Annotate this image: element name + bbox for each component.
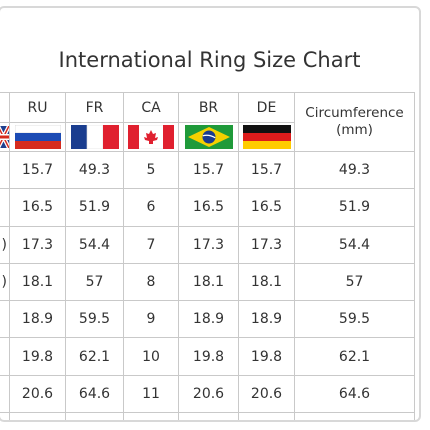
cell-ca: 10 (123, 337, 179, 376)
france-flag-icon (70, 125, 119, 149)
flag-cell-ru (9, 122, 66, 152)
ring-size-table: RU FR CA BR DE Circumference (mm) (0, 92, 415, 420)
cell-circumference: 67.2 (294, 412, 415, 420)
cell-de: 19.8 (238, 337, 295, 376)
cell-circumference: 51.9 (294, 188, 415, 227)
cell-de: 20.6 (238, 374, 295, 414)
column-header-ca: CA (123, 92, 179, 123)
cell-br: 16.5 (178, 188, 239, 227)
flag-cell-uk (0, 122, 10, 152)
cell-br: 17.3 (178, 225, 239, 264)
cell-circumference: 57 (294, 262, 415, 302)
cell-ca: 7 (123, 225, 179, 264)
cell-fr: 64.6 (65, 374, 124, 414)
canada-flag-icon (128, 125, 174, 149)
cell-partial (0, 300, 10, 339)
circumference-unit: (mm) (336, 122, 373, 138)
flag-cell-br (178, 122, 239, 152)
table-row: 21.467.21221.421.467.2 (0, 412, 415, 420)
column-header-circumference: Circumference (mm) (294, 92, 415, 152)
page-title: International Ring Size Chart (58, 48, 361, 72)
cell-de: 18.1 (238, 262, 295, 302)
cell-ru: 17.3 (9, 225, 66, 264)
cell-de: 18.9 (238, 300, 295, 339)
germany-flag-icon (242, 125, 291, 149)
cell-circumference: 64.6 (294, 374, 415, 414)
cell-partial (0, 412, 10, 420)
cell-ru: 16.5 (9, 188, 66, 227)
cell-fr: 57 (65, 262, 124, 302)
cell-partial: ) (0, 262, 10, 302)
flag-cell-fr (65, 122, 124, 152)
cell-ca: 11 (123, 374, 179, 414)
cell-partial (0, 337, 10, 376)
cell-br: 20.6 (178, 374, 239, 414)
circumference-label: Circumference (305, 105, 404, 121)
cell-ca: 8 (123, 262, 179, 302)
cell-br: 19.8 (178, 337, 239, 376)
table-row: 20.6 64.6 11 20.6 20.6 64.6 (0, 374, 415, 414)
cell-circumference: 54.4 (294, 225, 415, 264)
flag-cell-ca (123, 122, 179, 152)
cell-partial (0, 374, 10, 414)
russia-flag-icon (14, 125, 61, 149)
cell-circumference: 59.5 (294, 300, 415, 339)
cell-br: 15.7 (178, 150, 239, 190)
cell-ru: 19.8 (9, 337, 66, 376)
table-row: ) 18.1 57 8 18.1 18.1 57 (0, 262, 415, 302)
cell-fr: 59.5 (65, 300, 124, 339)
header-row: RU FR CA BR DE Circumference (mm) (0, 92, 415, 152)
table-body: 15.7 49.3 5 15.7 15.7 49.3 16.5 51.9 6 16.5 16.5 51… (0, 150, 415, 420)
table-row: ) 17.3 54.4 7 17.3 17.3 54.4 (0, 225, 415, 264)
cell-ru: 18.9 (9, 300, 66, 339)
cell-fr: 54.4 (65, 225, 124, 264)
uk-flag-icon (0, 126, 9, 148)
column-header-fr: FR (65, 92, 124, 123)
brazil-flag-icon (184, 125, 233, 149)
cell-circumference: 49.3 (294, 150, 415, 190)
column-header-br: BR (178, 92, 239, 123)
cell-de: 16.5 (238, 188, 295, 227)
cell-ru: 21.4 (9, 412, 66, 420)
column-header-ru: RU (9, 92, 66, 123)
table-row: 16.5 51.9 6 16.5 16.5 51.9 (0, 188, 415, 227)
cell-ru: 15.7 (9, 150, 66, 190)
cell-ca: 5 (123, 150, 179, 190)
cell-br: 21.4 (178, 412, 239, 420)
cell-partial (0, 188, 10, 227)
chart-frame: International Ring Size Chart RU FR CA B… (0, 6, 421, 422)
cell-ru: 20.6 (9, 374, 66, 414)
cell-partial (0, 150, 10, 190)
cell-fr: 49.3 (65, 150, 124, 190)
cut-header-cell (0, 92, 10, 123)
table-row: 18.9 59.5 9 18.9 18.9 59.5 (0, 300, 415, 339)
cell-ca: 6 (123, 188, 179, 227)
cell-fr: 67.2 (65, 412, 124, 420)
cell-ca: 9 (123, 300, 179, 339)
cell-de: 21.4 (238, 412, 295, 420)
table-row: 19.8 62.1 10 19.8 19.8 62.1 (0, 337, 415, 376)
cell-fr: 62.1 (65, 337, 124, 376)
cell-fr: 51.9 (65, 188, 124, 227)
column-header-de: DE (238, 92, 295, 123)
cell-partial: ) (0, 225, 10, 264)
cell-circumference: 62.1 (294, 337, 415, 376)
cell-de: 17.3 (238, 225, 295, 264)
flag-row (0, 122, 415, 152)
cell-br: 18.1 (178, 262, 239, 302)
cell-ca: 12 (123, 412, 179, 420)
cell-ru: 18.1 (9, 262, 66, 302)
table-row: 15.7 49.3 5 15.7 15.7 49.3 (0, 150, 415, 190)
cell-de: 15.7 (238, 150, 295, 190)
cell-br: 18.9 (178, 300, 239, 339)
flag-cell-de (238, 122, 295, 152)
